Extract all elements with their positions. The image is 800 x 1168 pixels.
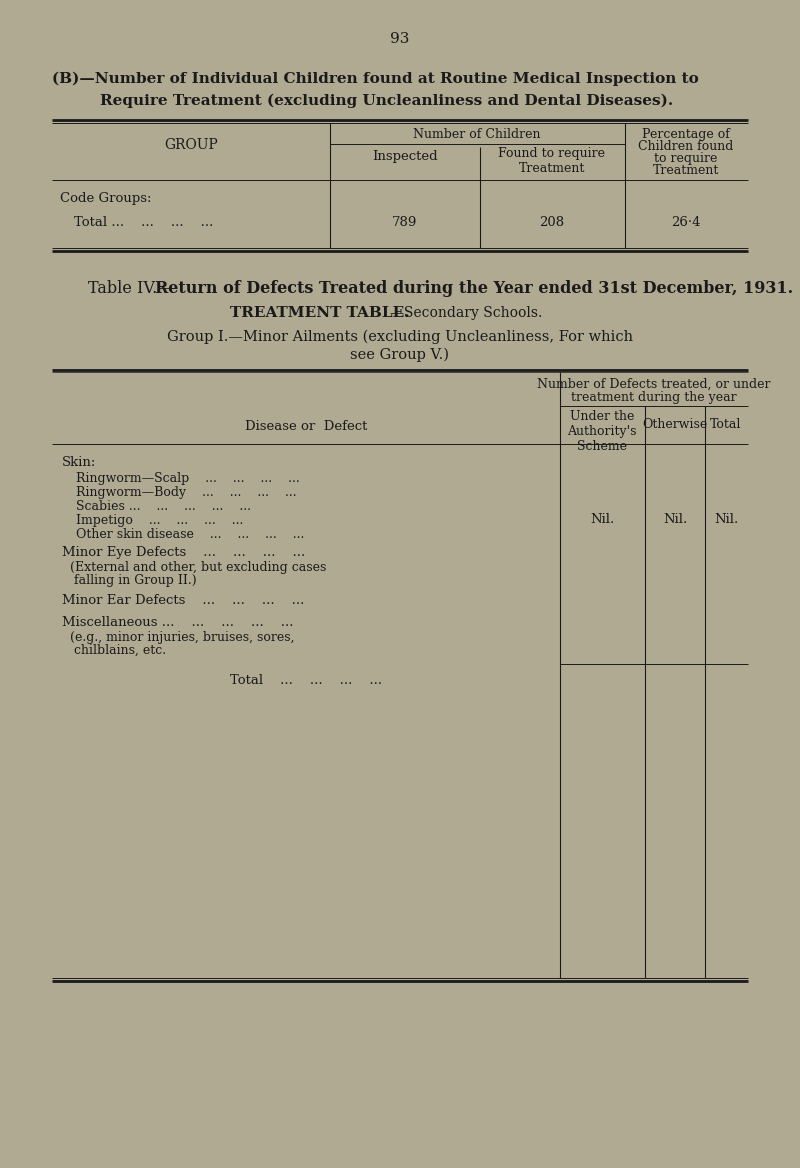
Text: Skin:: Skin: — [62, 456, 96, 470]
Text: (e.g., minor injuries, bruises, sores,: (e.g., minor injuries, bruises, sores, — [70, 631, 294, 644]
Text: Ringworm—Body    ...    ...    ...    ...: Ringworm—Body ... ... ... ... — [76, 486, 297, 499]
Text: treatment during the year: treatment during the year — [571, 391, 737, 404]
Text: Nil.: Nil. — [663, 513, 687, 526]
Text: Children found: Children found — [638, 140, 734, 153]
Text: (B)—Number of Individual Children found at Routine Medical Inspection to: (B)—Number of Individual Children found … — [52, 72, 698, 86]
Text: 208: 208 — [539, 216, 565, 229]
Text: Inspected: Inspected — [372, 150, 438, 164]
Text: Impetigo    ...    ...    ...    ...: Impetigo ... ... ... ... — [76, 514, 243, 527]
Text: Nil.: Nil. — [590, 513, 614, 526]
Text: Disease or  Defect: Disease or Defect — [245, 420, 367, 433]
Text: Under the
Authority's
Scheme: Under the Authority's Scheme — [567, 410, 637, 453]
Text: Table IV.—: Table IV.— — [88, 280, 174, 297]
Text: (External and other, but excluding cases: (External and other, but excluding cases — [70, 561, 326, 573]
Text: Minor Eye Defects    ...    ...    ...    ...: Minor Eye Defects ... ... ... ... — [62, 545, 306, 559]
Text: Ringworm—Scalp    ...    ...    ...    ...: Ringworm—Scalp ... ... ... ... — [76, 472, 300, 485]
Text: Total ...    ...    ...    ...: Total ... ... ... ... — [74, 216, 214, 229]
Text: chilblains, etc.: chilblains, etc. — [74, 644, 166, 656]
Text: 789: 789 — [392, 216, 418, 229]
Text: —Secondary Schools.: —Secondary Schools. — [390, 306, 542, 320]
Text: Group I.—Minor Ailments (excluding Uncleanliness, For which: Group I.—Minor Ailments (excluding Uncle… — [167, 331, 633, 345]
Text: Total    ...    ...    ...    ...: Total ... ... ... ... — [230, 674, 382, 687]
Text: Treatment: Treatment — [653, 164, 719, 178]
Text: TREATMENT TABLE.: TREATMENT TABLE. — [230, 306, 410, 320]
Text: Found to require
Treatment: Found to require Treatment — [498, 147, 606, 175]
Text: Number of Defects treated, or under: Number of Defects treated, or under — [538, 378, 770, 391]
Text: Total: Total — [710, 418, 742, 431]
Text: Minor Ear Defects    ...    ...    ...    ...: Minor Ear Defects ... ... ... ... — [62, 595, 304, 607]
Text: Percentage of: Percentage of — [642, 128, 730, 141]
Text: falling in Group II.): falling in Group II.) — [74, 573, 197, 588]
Text: 93: 93 — [390, 32, 410, 46]
Text: Return of Defects Treated during the Year ended 31st December, 1931.: Return of Defects Treated during the Yea… — [155, 280, 793, 297]
Text: Require Treatment (excluding Uncleanliness and Dental Diseases).: Require Treatment (excluding Uncleanline… — [100, 93, 674, 109]
Text: Other skin disease    ...    ...    ...    ...: Other skin disease ... ... ... ... — [76, 528, 304, 541]
Text: Number of Children: Number of Children — [414, 128, 541, 141]
Text: GROUP: GROUP — [164, 138, 218, 152]
Text: Code Groups:: Code Groups: — [60, 192, 151, 206]
Text: Scabies ...    ...    ...    ...    ...: Scabies ... ... ... ... ... — [76, 500, 251, 513]
Text: Miscellaneous ...    ...    ...    ...    ...: Miscellaneous ... ... ... ... ... — [62, 616, 294, 630]
Text: see Group V.): see Group V.) — [350, 348, 450, 362]
Text: to require: to require — [654, 152, 718, 165]
Text: Otherwise: Otherwise — [642, 418, 708, 431]
Text: 26·4: 26·4 — [671, 216, 701, 229]
Text: Nil.: Nil. — [714, 513, 738, 526]
